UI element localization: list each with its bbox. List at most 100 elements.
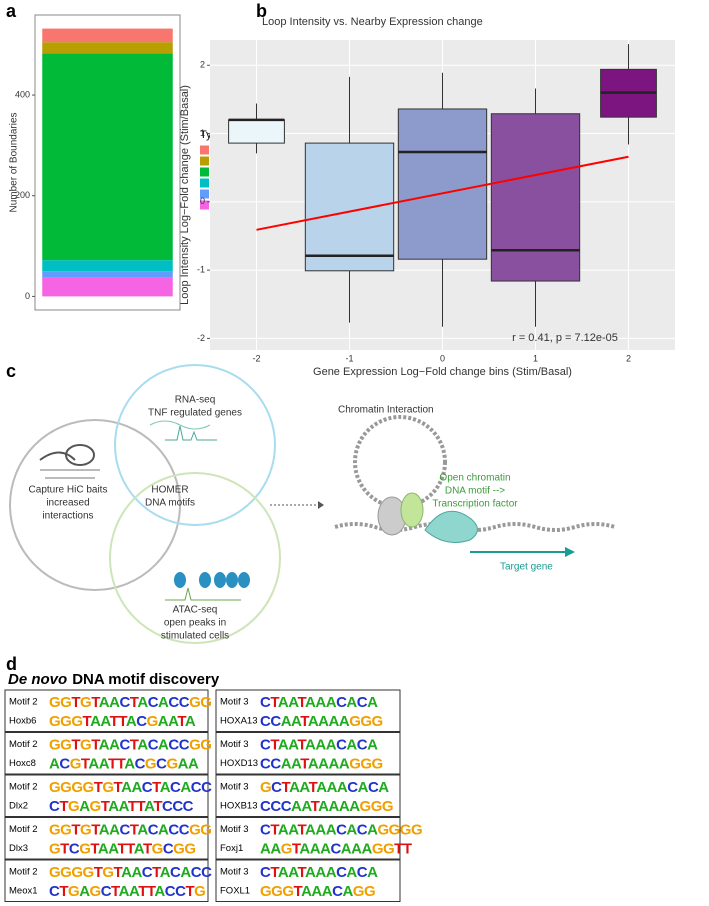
logo-letter: T [143,840,152,857]
logo-letter: A [144,798,155,815]
logo-letter: C [201,779,212,796]
logo-letter: C [336,821,347,838]
logo-letter: T [91,694,100,711]
logo-letter: A [124,755,135,772]
logo-letter: T [126,840,135,857]
logo-letter: A [326,821,337,838]
box [490,113,581,282]
logo-letter: C [101,883,112,900]
capture-circle [9,419,181,591]
logo-letter: C [142,779,153,796]
logo-letter: T [138,883,147,900]
logo-letter: A [131,864,142,881]
logo-letter: C [270,798,281,815]
motif-name: Meox1 [9,886,38,897]
logo-letter: G [377,821,388,838]
motif-name: Motif 2 [9,824,38,835]
logo-letter: G [49,694,60,711]
logo-letter: T [137,798,146,815]
motif-name: Motif 3 [220,824,249,835]
legend-swatch [200,145,209,155]
logo-letter: A [108,840,119,857]
motif-name: HOXA13 [220,716,258,727]
logo-letter: A [109,694,120,711]
logo-letter: C [347,779,358,796]
logo-letter: A [305,736,316,753]
logo-letter: T [91,736,100,753]
logo-letter: A [320,840,331,857]
motif-name: Foxj1 [220,843,243,854]
logo-letter: A [168,713,179,730]
logo-letter: A [288,821,299,838]
logo-letter: T [130,821,139,838]
logo-letter: C [191,779,202,796]
logo-letter: C [270,713,281,730]
logo-letter: C [168,821,179,838]
logo-letter: T [118,840,127,857]
logo-letter: T [177,713,186,730]
bar-segment [42,271,173,278]
logo-letter: A [308,755,319,772]
logo-letter: T [94,779,103,796]
arrow-head [318,501,324,509]
logo-letter: C [201,864,212,881]
logo-letter: C [330,840,341,857]
logo-letter: C [168,694,179,711]
logo-letter: T [297,821,306,838]
logo-letter: G [372,755,383,772]
motif-logo: CCCAATAAAAGGG [260,798,393,815]
logo-letter: T [311,798,320,815]
logo-letter: G [70,755,81,772]
logo-letter: A [322,883,333,900]
logo-letter: A [160,779,171,796]
logo-letter: A [109,736,120,753]
logo-letter: G [271,883,282,900]
logo-letter: A [288,864,299,881]
logo-letter: G [260,779,271,796]
box [228,119,285,144]
logo-letter: A [79,798,90,815]
bar-segment [42,260,173,272]
logo-letter: C [357,821,368,838]
logo-letter: A [367,736,378,753]
motif-logo: CTAATAAACACA [260,736,378,753]
logo-letter: A [88,755,99,772]
diagram-text: TNF regulated genes [148,408,242,419]
logo-letter: T [297,736,306,753]
transcription-factor [424,510,478,543]
logo-letter: A [281,755,292,772]
logo-letter: A [119,798,130,815]
motif-name: Hoxc8 [9,758,36,769]
motif-name: Dlx3 [9,843,28,854]
logo-letter: A [137,694,148,711]
logo-letter: A [339,798,350,815]
motif-name: Motif 2 [9,697,38,708]
logo-letter: A [378,779,389,796]
logo-letter: T [294,883,303,900]
legend-swatch [200,156,209,166]
logo-letter: A [346,694,357,711]
logo-letter: A [301,883,312,900]
logo-letter: G [102,779,113,796]
motif-name: Motif 3 [220,697,249,708]
logo-letter: G [90,798,101,815]
logo-letter: G [147,713,158,730]
motif-logo: CTAATAAACACA [260,864,378,881]
x-tick-label: 1 [533,353,538,363]
atac-peak [165,587,241,601]
motif-logo: CCAATAAAAGGG [260,755,383,772]
logo-letter: G [389,821,400,838]
logo-letter: T [300,755,309,772]
logo-letter: A [99,755,110,772]
logo-letter: G [200,821,211,838]
logo-letter: T [282,779,291,796]
motif-box [4,774,209,817]
motif-logo: CCAATAAAAGGG [260,713,383,730]
logo-letter: A [158,821,169,838]
logo-letter: C [191,864,202,881]
logo-letter: C [162,798,173,815]
legend-swatch [200,189,209,199]
motif-name: Dlx2 [9,801,28,812]
logo-letter: C [260,798,271,815]
logo-letter: T [270,694,279,711]
